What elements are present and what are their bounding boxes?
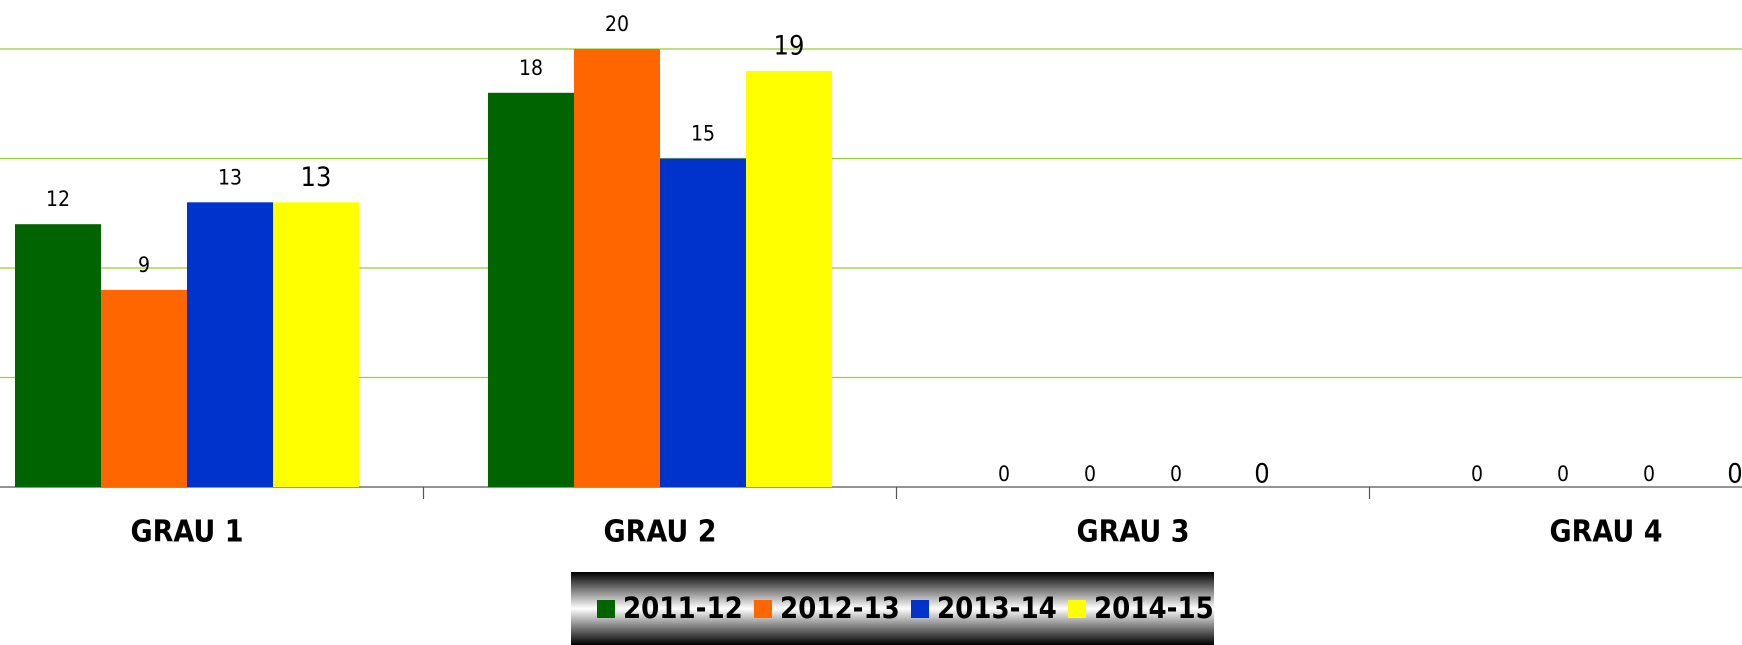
data-label: 19 [774, 30, 805, 61]
data-label: 13 [301, 162, 332, 193]
bar [187, 202, 273, 488]
data-label: 0 [1471, 462, 1483, 486]
data-label: 0 [1727, 459, 1742, 490]
x-tick-label: GRAU 1 [131, 515, 244, 550]
data-label: 0 [998, 462, 1010, 486]
legend-swatch [911, 600, 929, 618]
data-label: 0 [1084, 462, 1096, 486]
data-label: 20 [605, 12, 629, 36]
legend-swatch [597, 600, 615, 618]
data-label: 15 [691, 122, 715, 146]
x-tick-label: GRAU 3 [1077, 515, 1190, 550]
legend-label: 2014-15 [1094, 591, 1214, 625]
bar [273, 202, 359, 488]
bar [660, 158, 746, 487]
bar [746, 70, 832, 488]
legend-swatch [754, 600, 772, 618]
legend-box [571, 572, 1214, 645]
legend-label: 2013-14 [937, 591, 1057, 625]
data-label: 12 [46, 187, 70, 211]
data-label: 13 [218, 165, 242, 189]
data-label: 18 [519, 56, 543, 80]
legend-label: 2012-13 [780, 591, 900, 625]
data-label: 0 [1557, 462, 1569, 486]
data-label: 0 [1170, 462, 1182, 486]
legend: 2011-12 2012-13 2013-14 2014-15 [571, 572, 1214, 645]
data-label: 9 [138, 253, 150, 277]
legend-label: 2011-12 [623, 591, 743, 625]
x-tick-label: GRAU 2 [604, 515, 717, 550]
data-label: 0 [1254, 459, 1269, 490]
legend-swatch [1068, 600, 1086, 618]
data-label: 0 [1643, 462, 1655, 486]
bar [488, 92, 574, 488]
x-tick-label: GRAU 4 [1550, 515, 1663, 550]
bar [101, 289, 187, 487]
bar [574, 49, 660, 487]
bar [15, 224, 101, 487]
